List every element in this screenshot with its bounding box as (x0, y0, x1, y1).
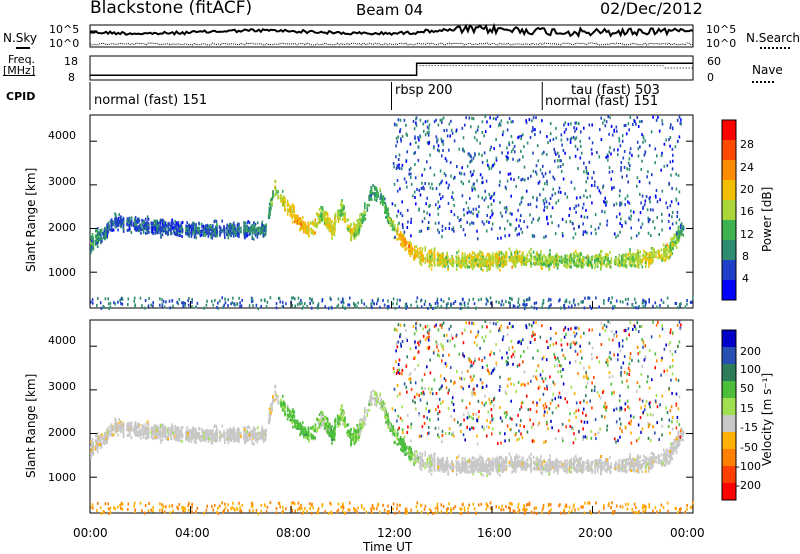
power-cbar-tick-24: 24 (740, 161, 754, 174)
sky-panel-frame (89, 24, 694, 48)
power-colorbar-segment-8 (722, 260, 736, 280)
xtick-2400: 00:00 (670, 526, 705, 540)
velocity-cbar-tick-m100: -100 (736, 460, 761, 473)
power-ytick-3000: 3000 (48, 175, 76, 188)
xtick-1600: 16:00 (477, 526, 512, 540)
velocity-cbar-tick-100: 100 (740, 363, 761, 376)
velocity-ytick-1000: 1000 (48, 471, 76, 484)
velocity-colorbar-segment-9 (722, 466, 736, 483)
n-sky-line-sample (16, 47, 30, 49)
velocity-colorbar-segment-6 (722, 415, 736, 432)
sky-right-tick-top: 10^5 (706, 23, 737, 36)
xaxis-label: Time UT (363, 540, 413, 554)
power-colorbar-segment-1 (722, 120, 736, 140)
velocity-colorbar-frame (721, 329, 737, 501)
freq-unit-label: [MHz] (3, 64, 36, 77)
freq-label: Freq. (8, 53, 36, 66)
velocity-cbar-tick-m15: -15 (740, 421, 758, 434)
power-cbar-tick-12: 12 (740, 228, 754, 241)
xtick-0400: 04:00 (175, 526, 210, 540)
power-cbar-tick-28: 28 (740, 138, 754, 151)
cpid-mode-1: normal (fast) 151 (94, 93, 208, 108)
nave-label: Nave (752, 63, 783, 77)
velocity-ytick-4000: 4000 (48, 334, 76, 347)
power-colorbar-segment-4 (722, 180, 736, 200)
velocity-colorbar-segment-2 (722, 347, 736, 364)
sky-left-tick-bottom: 10^0 (49, 37, 80, 50)
velocity-cbar-tick-m50: -50 (740, 441, 758, 454)
power-colorbar-segment-6 (722, 220, 736, 240)
velocity-cbar-tick-15: 15 (740, 402, 754, 415)
velocity-cells (90, 320, 694, 516)
freq-tick-bottom: 8 (68, 71, 75, 84)
velocity-cbar-tick-50: 50 (740, 382, 754, 395)
n-search-line (89, 42, 694, 46)
freq-panel-frame (89, 55, 694, 81)
sky-left-tick-top: 10^5 (49, 23, 80, 36)
cpid-mode-4: normal (fast) 151 (545, 94, 659, 109)
cpid-mode-3: tau (fast) 503 (571, 83, 660, 98)
velocity-cbar-tick-200: 200 (740, 345, 761, 358)
velocity-colorbar-segment-3 (722, 364, 736, 381)
velocity-colorbar-segment-1 (722, 330, 736, 347)
cpid-mode-2: rbsp 200 (395, 83, 453, 98)
power-colorbar-segment-2 (722, 140, 736, 160)
freq-tick-top: 18 (64, 55, 78, 68)
n-search-label: N.Search (746, 31, 800, 45)
power-ytick-2000: 2000 (48, 221, 76, 234)
power-ytick-4000: 4000 (48, 129, 76, 142)
xtick-2000: 20:00 (578, 526, 613, 540)
freq-line (90, 62, 693, 76)
nave-tick-top: 60 (707, 55, 721, 68)
xtick-0800: 08:00 (276, 526, 311, 540)
xtick-1200: 12:00 (377, 526, 412, 540)
n-sky-line (90, 22, 694, 39)
velocity-colorbar-segment-4 (722, 381, 736, 398)
velocity-ytick-2000: 2000 (48, 426, 76, 439)
power-cbar-tick-20: 20 (740, 183, 754, 196)
power-colorbar-segment-9 (722, 280, 736, 300)
n-search-line-sample (760, 47, 790, 49)
velocity-ytick-3000: 3000 (48, 380, 76, 393)
power-colorbar-segment-3 (722, 160, 736, 180)
power-cbar-tick-4: 4 (742, 272, 749, 285)
velocity-colorbar-segment-5 (722, 398, 736, 415)
power-colorbar-frame (721, 119, 737, 301)
velocity-colorbar-segment-10 (722, 483, 736, 500)
xtick-0000: 00:00 (73, 526, 108, 540)
power-cells (90, 115, 694, 311)
beam-title: Beam 04 (356, 1, 424, 19)
nave-line (416, 65, 693, 69)
velocity-cbar-tick-m200: -200 (736, 479, 761, 492)
n-sky-label: N.Sky (3, 31, 38, 45)
sky-right-tick-bottom: 10^0 (706, 37, 737, 50)
power-colorbar-segment-7 (722, 240, 736, 260)
power-ytick-1000: 1000 (48, 266, 76, 279)
power-colorbar-segment-5 (722, 200, 736, 220)
nave-tick-bottom: 0 (707, 71, 714, 84)
cpid-label: CPID (6, 90, 36, 103)
velocity-colorbar-segment-8 (722, 449, 736, 466)
velocity-colorbar-segment-7 (722, 432, 736, 449)
power-cbar-tick-16: 16 (740, 205, 754, 218)
date-title: 02/Dec/2012 (600, 0, 703, 18)
nave-line-sample (752, 81, 774, 83)
station-title: Blackstone (fitACF) (90, 0, 253, 18)
power-cbar-tick-8: 8 (742, 250, 749, 263)
